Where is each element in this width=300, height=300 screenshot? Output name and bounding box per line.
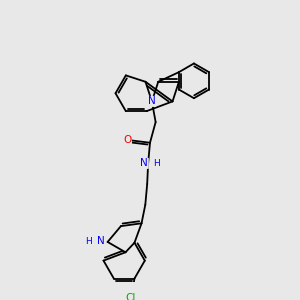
Text: N: N [140, 158, 148, 168]
Text: N: N [148, 96, 156, 106]
Text: H: H [85, 236, 92, 245]
Text: O: O [123, 135, 131, 145]
Text: Cl: Cl [126, 293, 136, 300]
Text: N: N [97, 236, 105, 246]
Text: H: H [153, 159, 160, 168]
